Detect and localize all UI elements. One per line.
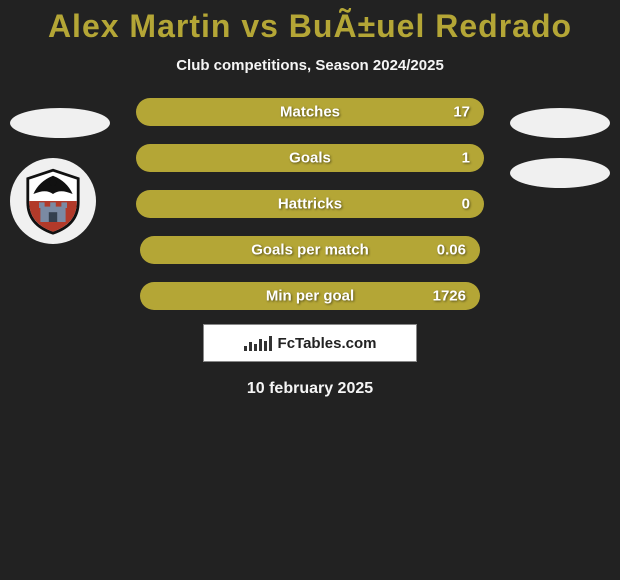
stat-value: 1	[462, 150, 470, 167]
stat-label: Hattricks	[278, 196, 342, 213]
stat-bar-hattricks: Hattricks 0	[136, 190, 484, 218]
fctables-attribution[interactable]: FcTables.com	[203, 324, 417, 362]
subtitle: Club competitions, Season 2024/2025	[0, 57, 620, 74]
fctables-label: FcTables.com	[278, 335, 377, 352]
player2-ellipse-placeholder-1	[510, 108, 610, 138]
player1-ellipse-placeholder	[10, 108, 110, 138]
stat-bar-goals: Goals 1	[136, 144, 484, 172]
stat-bar-matches: Matches 17	[136, 98, 484, 126]
stat-value: 17	[453, 104, 470, 121]
stat-label: Goals	[289, 150, 331, 167]
club-crest-icon	[18, 166, 88, 236]
bar-chart-icon	[244, 335, 272, 351]
stat-bar-min-per-goal: Min per goal 1726	[140, 282, 480, 310]
comparison-block: Matches 17 Goals 1 Hattricks 0 Goals per…	[0, 98, 620, 310]
stat-label: Min per goal	[266, 288, 354, 305]
date-label: 10 february 2025	[0, 380, 620, 398]
page-title: Alex Martin vs BuÃ±uel Redrado	[0, 8, 620, 45]
player1-club-crest	[10, 158, 96, 244]
stat-bar-goals-per-match: Goals per match 0.06	[140, 236, 480, 264]
stat-label: Matches	[280, 104, 340, 121]
player2-ellipse-placeholder-2	[510, 158, 610, 188]
infographic-container: Alex Martin vs BuÃ±uel Redrado Club comp…	[0, 0, 620, 398]
stat-value: 0	[462, 196, 470, 213]
stat-value: 0.06	[437, 242, 466, 259]
stat-value: 1726	[433, 288, 466, 305]
stat-label: Goals per match	[251, 242, 369, 259]
